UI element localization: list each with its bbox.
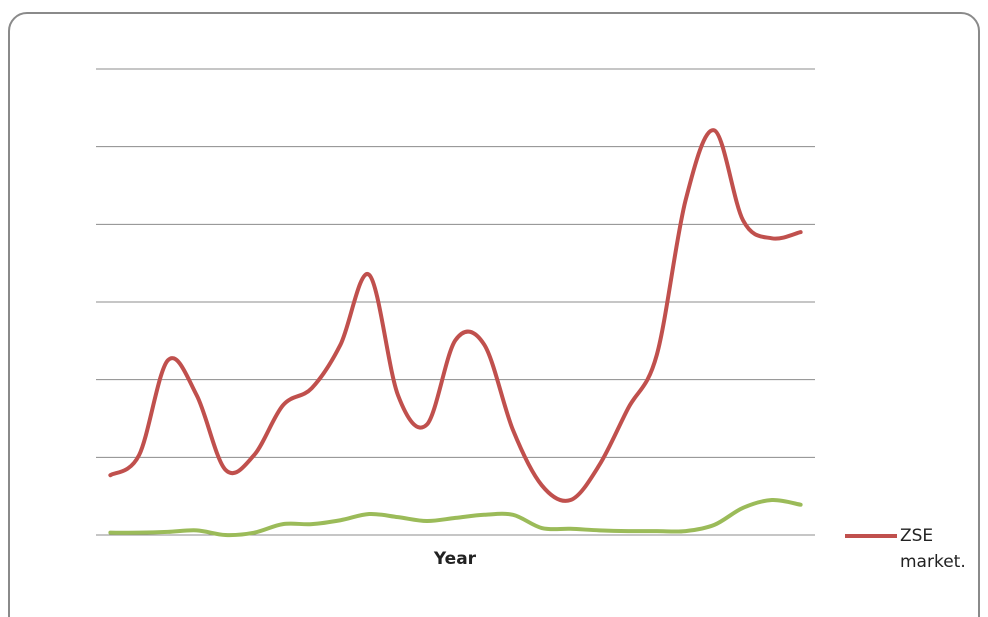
- chart-frame: [8, 12, 980, 617]
- x-axis-label: Year: [433, 549, 477, 569]
- legend-label: ZSE market.: [900, 526, 966, 572]
- line-series: [108, 498, 803, 538]
- line-series: [108, 128, 803, 503]
